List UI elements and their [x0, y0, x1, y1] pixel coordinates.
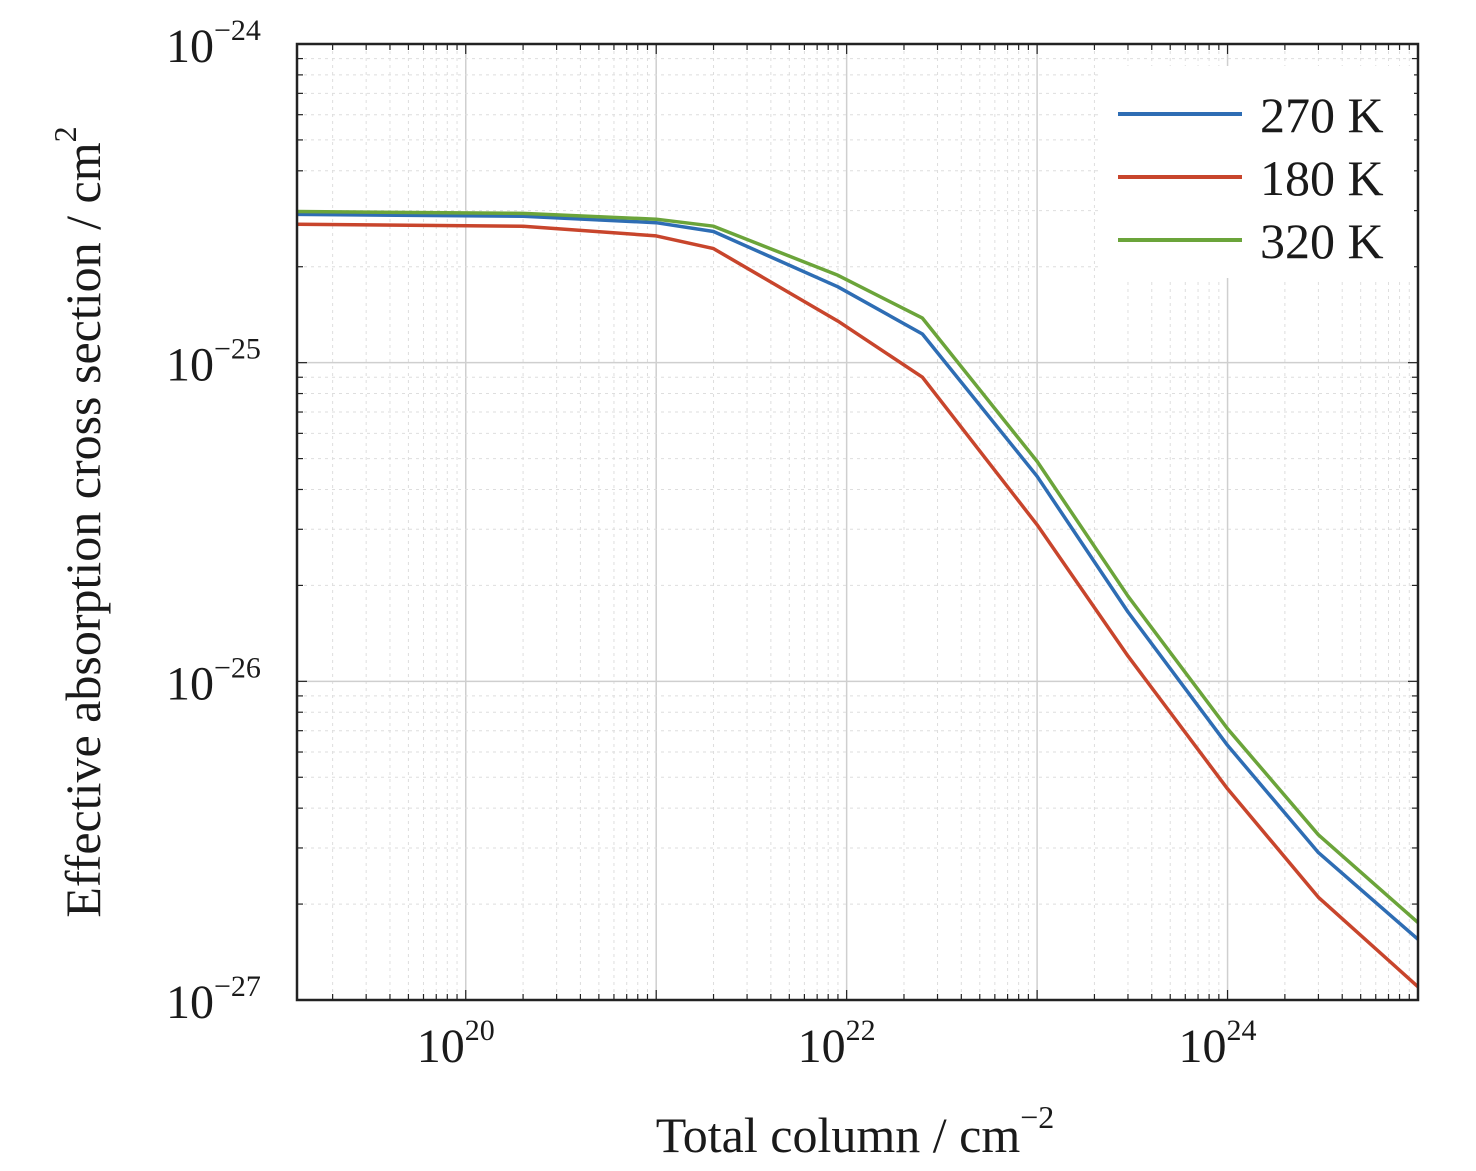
- x-tick-label: 1020: [417, 1014, 495, 1073]
- legend: 270 K 180 K 320 K: [1098, 66, 1414, 278]
- x-tick-labels: 1020 1022 1024: [417, 1014, 1257, 1073]
- y-tick-label-base: 10: [166, 657, 214, 710]
- series-line-270-k: [296, 212, 1420, 941]
- x-tick-label: 1022: [798, 1014, 876, 1073]
- legend-label-270-k: 270 K: [1260, 87, 1384, 143]
- series-line-180-k: [296, 222, 1420, 989]
- x-axis-title-text: Total column / cm: [656, 1107, 1021, 1163]
- y-tick-label-base: 10: [166, 339, 214, 392]
- legend-label-320-k: 320 K: [1260, 213, 1384, 269]
- y-tick-label: 10−24: [166, 14, 261, 73]
- x-tick-label-base: 10: [798, 1020, 846, 1073]
- x-tick-label: 1024: [1179, 1014, 1257, 1073]
- y-tick-label-exponent: −25: [214, 333, 261, 366]
- x-axis-title: Total column / cm−2: [656, 1099, 1055, 1163]
- y-tick-label: 10−27: [166, 970, 261, 1029]
- x-tick-label-base: 10: [417, 1020, 465, 1073]
- x-tick-label-exponent: 22: [846, 1014, 876, 1047]
- series-group: [296, 209, 1420, 989]
- y-tick-label-exponent: −27: [214, 970, 261, 1003]
- y-axis-title: Effective absorption cross section / cm2: [47, 126, 111, 917]
- y-tick-label: 10−25: [166, 333, 261, 392]
- y-axis-title-text: Effective absorption cross section / cm: [55, 142, 111, 917]
- y-tick-label-base: 10: [166, 20, 214, 73]
- y-tick-label-base: 10: [166, 976, 214, 1029]
- x-tick-label-exponent: 20: [465, 1014, 495, 1047]
- x-tick-label-base: 10: [1179, 1020, 1227, 1073]
- plot-frame: [295, 42, 1420, 1002]
- legend-label-180-k: 180 K: [1260, 150, 1384, 206]
- legend-box: [1098, 66, 1414, 278]
- y-tick-label: 10−26: [166, 651, 261, 710]
- y-axis-title-superscript: 2: [47, 126, 83, 142]
- x-axis-title-superscript: −2: [1020, 1099, 1054, 1135]
- series-line-320-k: [296, 209, 1420, 924]
- y-tick-label-exponent: −24: [214, 14, 261, 47]
- x-tick-label-exponent: 24: [1227, 1014, 1257, 1047]
- y-tick-label-exponent: −26: [214, 651, 261, 684]
